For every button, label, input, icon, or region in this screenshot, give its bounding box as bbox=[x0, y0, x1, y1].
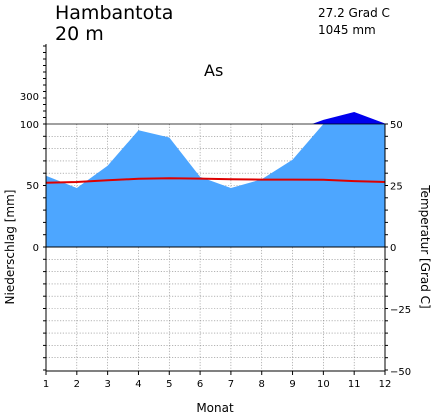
station-name: Hambantota bbox=[55, 2, 173, 24]
x-tick-label-9: 9 bbox=[289, 379, 295, 390]
left-tick-label-0: 300 bbox=[20, 92, 39, 103]
station-elevation: 20 m bbox=[55, 23, 104, 45]
right-tick-label-1: 25 bbox=[390, 182, 403, 193]
right-tick-label-0: 50 bbox=[390, 120, 403, 131]
climate-class: As bbox=[204, 61, 223, 80]
x-tick-label-3: 3 bbox=[104, 379, 110, 390]
x-tick-label-5: 5 bbox=[166, 379, 172, 390]
x-tick-label-10: 10 bbox=[317, 379, 330, 390]
y-axis-right-label: Temperatur [Grad C] bbox=[418, 184, 432, 308]
temperature-series bbox=[45, 177, 386, 184]
x-axis-label: Monat bbox=[196, 401, 234, 415]
left-tick-label-3: 0 bbox=[33, 243, 39, 254]
x-tick-label-7: 7 bbox=[228, 379, 234, 390]
right-tick-label-3: −25 bbox=[390, 305, 411, 316]
x-tick-label-12: 12 bbox=[379, 379, 392, 390]
left-tick-label-2: 50 bbox=[26, 181, 39, 192]
precipitation-areas bbox=[46, 112, 385, 247]
mean-temperature: 27.2 Grad C bbox=[318, 6, 390, 20]
annual-precipitation: 1045 mm bbox=[318, 23, 376, 37]
x-tick-label-2: 2 bbox=[74, 379, 80, 390]
x-tick-label-8: 8 bbox=[259, 379, 265, 390]
left-tick-label-1: 100 bbox=[20, 120, 39, 131]
tick-marks bbox=[43, 45, 388, 375]
y-axis-left-label: Niederschlag [mm] bbox=[3, 190, 17, 305]
precipitation-area bbox=[46, 124, 385, 247]
right-tick-label-2: 0 bbox=[390, 243, 396, 254]
right-tick-label-4: −50 bbox=[390, 367, 411, 378]
temperature-line bbox=[45, 177, 386, 184]
x-tick-label-1: 1 bbox=[43, 379, 49, 390]
humid-excess-area bbox=[312, 112, 385, 124]
x-tick-label-6: 6 bbox=[197, 379, 203, 390]
x-tick-label-11: 11 bbox=[348, 379, 361, 390]
x-tick-label-4: 4 bbox=[135, 379, 141, 390]
